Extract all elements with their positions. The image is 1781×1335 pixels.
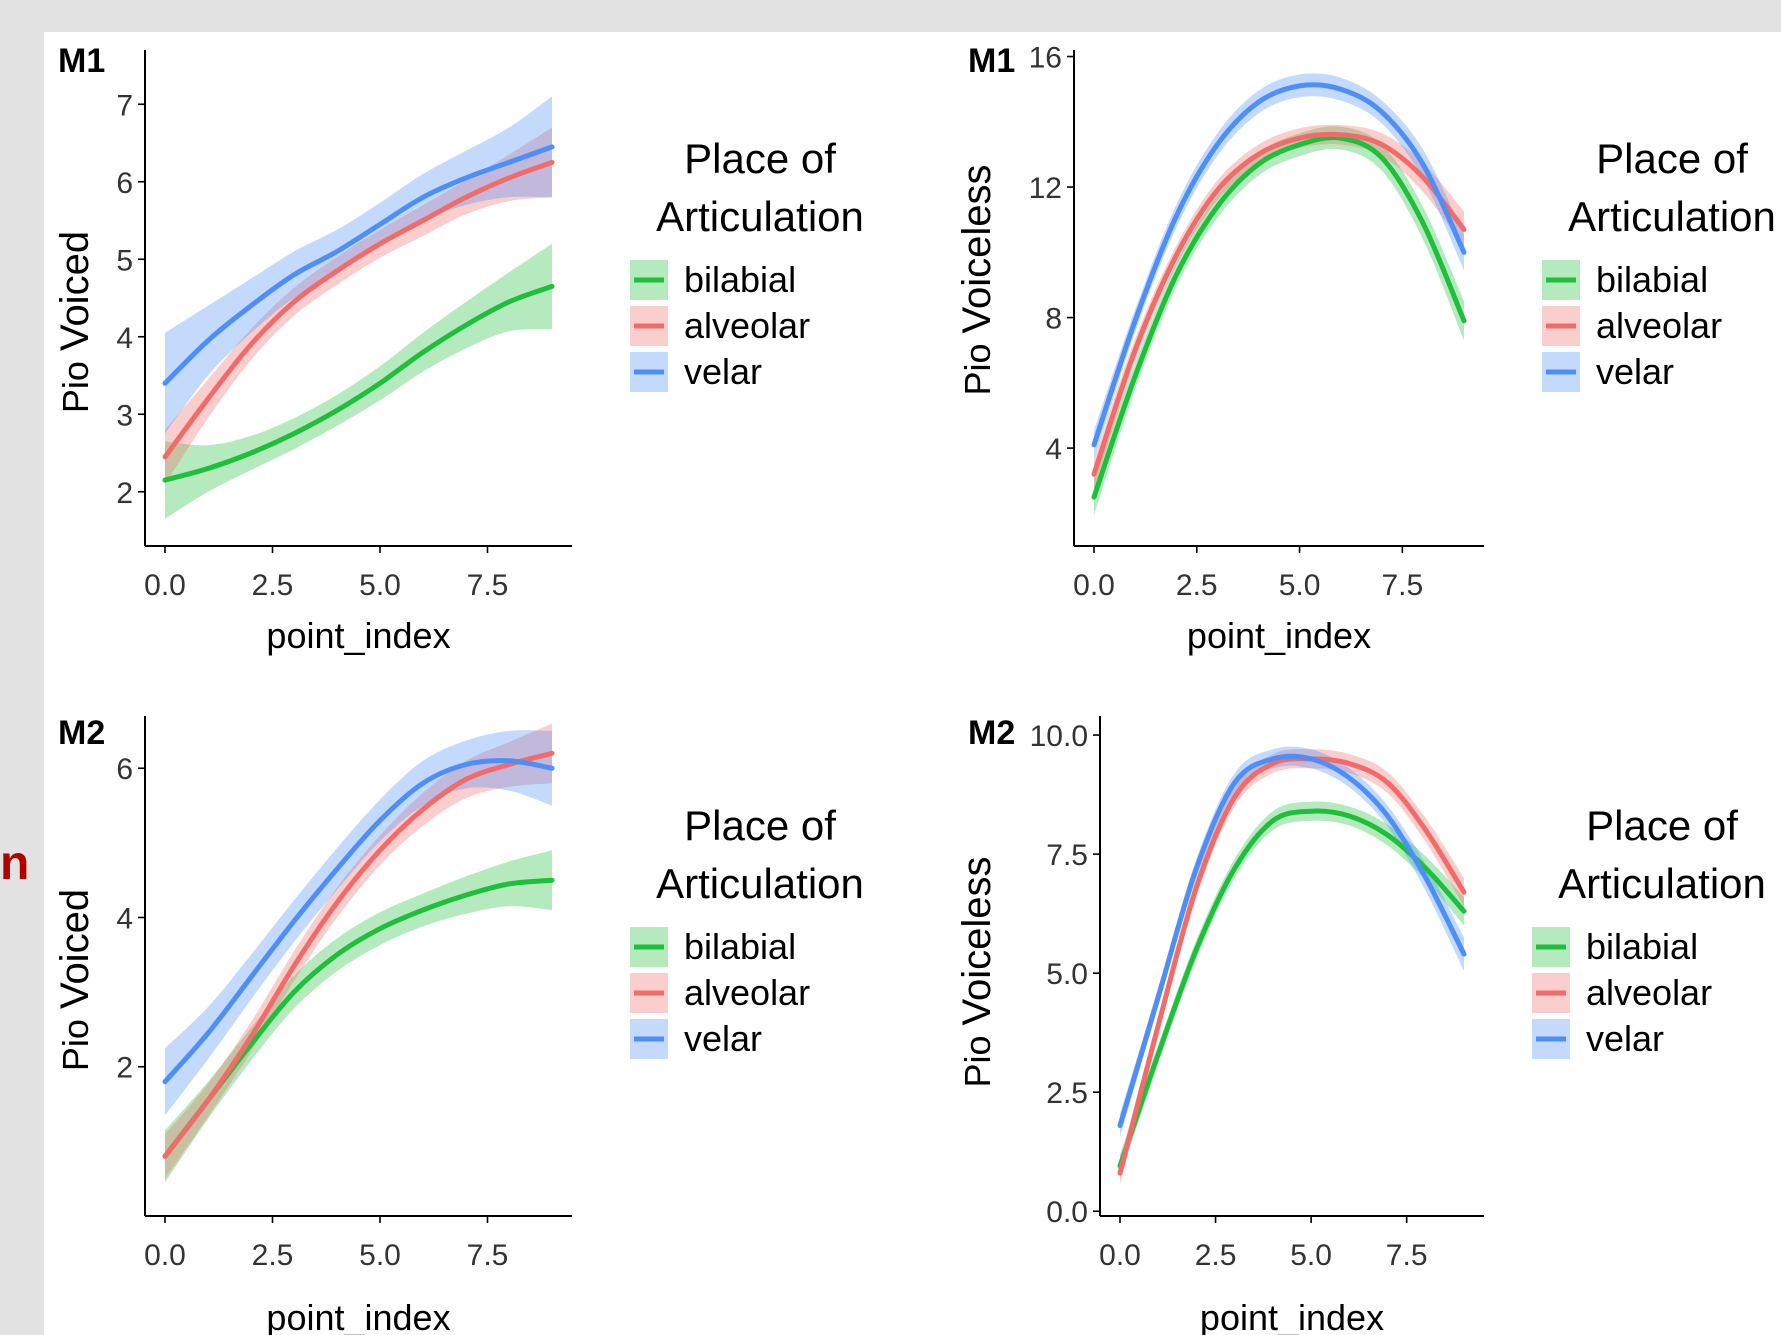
y-tick-label: 7 xyxy=(116,89,133,122)
legend-label-alveolar: alveolar xyxy=(684,972,810,1013)
y-axis-label: Pio Voiceless xyxy=(955,856,999,1087)
x-tick-label: 0.0 xyxy=(1099,1239,1141,1272)
x-axis-label: point_index xyxy=(1200,1297,1384,1335)
x-tick-label: 7.5 xyxy=(467,1239,509,1272)
y-tick-label: 5 xyxy=(116,244,133,277)
legend-title-line2: Articulation xyxy=(656,193,864,240)
y-tick-label: 6 xyxy=(116,167,133,200)
x-axis-label: point_index xyxy=(1187,615,1371,656)
legend-label-bilabial: bilabial xyxy=(1586,926,1698,967)
x-axis-label: point_index xyxy=(266,615,450,656)
x-tick-label: 7.5 xyxy=(1386,1239,1428,1272)
confidence-band-alveolar xyxy=(165,127,552,484)
y-tick-label: 7.5 xyxy=(1046,839,1088,872)
legend-title-line2: Articulation xyxy=(656,860,864,907)
legend-label-alveolar: alveolar xyxy=(684,305,810,346)
x-axis-label: point_index xyxy=(266,1297,450,1335)
y-tick-label: 12 xyxy=(1029,172,1062,205)
x-tick-label: 5.0 xyxy=(359,1239,401,1272)
legend: Place of Articulation bilabial alveolar vela… xyxy=(630,802,864,1059)
y-tick-label: 2 xyxy=(116,477,133,510)
panel-tag: M1 xyxy=(58,42,105,80)
legend-title-line2: Articulation xyxy=(1568,193,1776,240)
legend-title-line1: Place of xyxy=(1586,802,1738,849)
y-tick-label: 0.0 xyxy=(1046,1196,1088,1229)
y-axis-label-main: Voiceless xyxy=(955,856,999,1025)
legend-label-bilabial: bilabial xyxy=(684,926,796,967)
legend-label-velar: velar xyxy=(1586,1018,1664,1059)
x-tick-label: 7.5 xyxy=(467,569,509,602)
series-line-alveolar xyxy=(1117,756,1467,1176)
panel-tag: M2 xyxy=(968,714,1015,752)
y-tick-label: 8 xyxy=(1045,303,1062,336)
figure-panel-background xyxy=(44,32,1781,1335)
chart-panel-2: M1 4 8 12 16 0.0 2.5 5.0 7.5 point_index Pio Voice… xyxy=(955,42,1776,656)
legend: Place of Articulation bilabial alveolar vela… xyxy=(1532,802,1766,1059)
series-line-alveolar xyxy=(162,159,555,460)
x-tick-label: 2.5 xyxy=(1176,569,1218,602)
series-line-bilabial xyxy=(1091,135,1467,500)
series-line-velar xyxy=(162,758,555,1085)
x-tick-label: 0.0 xyxy=(144,1239,186,1272)
legend-label-bilabial: bilabial xyxy=(1596,259,1708,300)
series-line-velar xyxy=(162,144,555,386)
y-tick-label: 2.5 xyxy=(1046,1077,1088,1110)
x-tick-label: 2.5 xyxy=(252,569,294,602)
x-tick-label: 0.0 xyxy=(1073,569,1115,602)
y-tick-label: 4 xyxy=(116,322,133,355)
y-tick-label: 4 xyxy=(1045,433,1062,466)
x-tick-label: 0.0 xyxy=(144,569,186,602)
legend: Place of Articulation bilabial alveolar vela… xyxy=(1542,135,1776,392)
legend-label-alveolar: alveolar xyxy=(1596,305,1722,346)
x-tick-label: 5.0 xyxy=(359,569,401,602)
legend-title-line1: Place of xyxy=(684,802,836,849)
y-axis-label: Pio Voiced xyxy=(53,231,97,413)
y-axis-label: Pio Voiced xyxy=(53,889,97,1071)
chart-panel-1: M1 2 3 4 5 6 7 0.0 2.5 5.0 7.5 point_index Pio Voice… xyxy=(53,42,864,656)
chart-panel-4: M20.02.55.07.510.00.0 2.5 5.0 7.5point_inde… xyxy=(955,714,1766,1335)
y-tick-label: 4 xyxy=(116,902,133,935)
legend-label-velar: velar xyxy=(1596,351,1674,392)
y-axis-label-main: Voiceless xyxy=(955,164,999,333)
y-axis-label-main: Voiced xyxy=(53,889,97,1009)
y-axis-label-prefix: Pio xyxy=(55,1009,96,1071)
confidence-band-alveolar xyxy=(165,723,552,1179)
y-axis-label: Pio Voiceless xyxy=(955,164,999,395)
legend-title-line1: Place of xyxy=(684,135,836,182)
x-tick-label: 2.5 xyxy=(252,1239,294,1272)
y-tick-label: 5.0 xyxy=(1046,958,1088,991)
y-tick-label: 6 xyxy=(116,753,133,786)
series-line-velar xyxy=(1117,753,1467,1128)
x-tick-label: 2.5 xyxy=(1195,1239,1237,1272)
legend-title-line1: Place of xyxy=(1596,135,1748,182)
panel-tag: M2 xyxy=(58,714,105,752)
y-axis-label-prefix: Pio xyxy=(957,333,998,395)
legend-label-alveolar: alveolar xyxy=(1586,972,1712,1013)
legend-title-line2: Articulation xyxy=(1558,860,1766,907)
legend-label-velar: velar xyxy=(684,351,762,392)
y-tick-label: 16 xyxy=(1029,42,1062,75)
y-tick-label: 2 xyxy=(116,1052,133,1085)
legend-label-velar: velar xyxy=(684,1018,762,1059)
y-tick-label: 3 xyxy=(116,399,133,432)
x-tick-label: 5.0 xyxy=(1290,1239,1332,1272)
y-axis-label-prefix: Pio xyxy=(55,351,96,413)
panel-tag: M1 xyxy=(968,42,1015,80)
side-label: n xyxy=(0,837,30,890)
x-tick-label: 7.5 xyxy=(1381,569,1423,602)
series-line-alveolar xyxy=(162,750,555,1159)
series-line-velar xyxy=(1091,82,1467,448)
series-line-alveolar xyxy=(1091,131,1467,477)
series-line-bilabial xyxy=(162,283,555,483)
y-axis-label-prefix: Pio xyxy=(957,1025,998,1087)
chart-panel-3: M2 2 4 6 0.0 2.5 5.0 7.5 point_index Pio Voiced Pl… xyxy=(53,714,864,1335)
confidence-band-velar xyxy=(165,730,552,1116)
legend: Place of Articulation bilabial alveolar vela… xyxy=(630,135,864,392)
series-line-bilabial xyxy=(1117,808,1467,1169)
y-axis-label-main: Voiced xyxy=(53,231,97,351)
legend-label-bilabial: bilabial xyxy=(684,259,796,300)
y-tick-label: 10.0 xyxy=(1030,720,1088,753)
x-tick-label: 5.0 xyxy=(1279,569,1321,602)
